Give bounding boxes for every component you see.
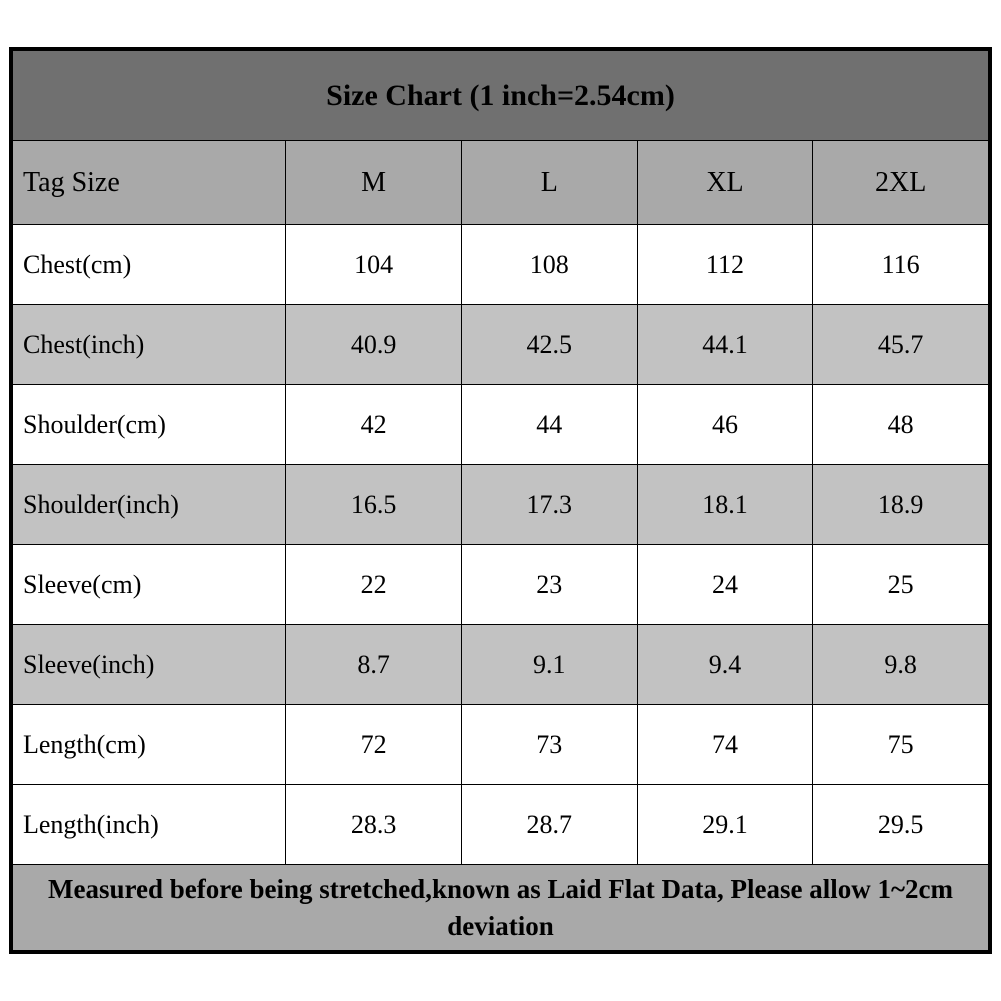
cell-value: 29.1 xyxy=(637,785,813,865)
cell-value: 45.7 xyxy=(813,305,989,385)
row-header-label: Tag Size xyxy=(13,141,286,225)
row-label: Chest(inch) xyxy=(13,305,286,385)
cell-value: 42.5 xyxy=(461,305,637,385)
chart-title: Size Chart (1 inch=2.54cm) xyxy=(13,51,989,141)
cell-value: 44 xyxy=(461,385,637,465)
table-row: Sleeve(inch)8.79.19.49.8 xyxy=(13,625,989,705)
cell-value: 112 xyxy=(637,225,813,305)
footer-row: Measured before being stretched,known as… xyxy=(13,865,989,951)
cell-value: 42 xyxy=(286,385,462,465)
table-row: Sleeve(cm)22232425 xyxy=(13,545,989,625)
table-row: Chest(inch)40.942.544.145.7 xyxy=(13,305,989,385)
size-chart-container: Size Chart (1 inch=2.54cm) Tag Size M L … xyxy=(9,47,992,954)
cell-value: 28.7 xyxy=(461,785,637,865)
cell-value: 28.3 xyxy=(286,785,462,865)
cell-value: 104 xyxy=(286,225,462,305)
cell-value: 46 xyxy=(637,385,813,465)
cell-value: 72 xyxy=(286,705,462,785)
cell-value: 23 xyxy=(461,545,637,625)
table-row: Shoulder(inch)16.517.318.118.9 xyxy=(13,465,989,545)
row-label: Shoulder(cm) xyxy=(13,385,286,465)
cell-value: 24 xyxy=(637,545,813,625)
cell-value: 48 xyxy=(813,385,989,465)
cell-value: 9.1 xyxy=(461,625,637,705)
table-row: Shoulder(cm)42444648 xyxy=(13,385,989,465)
title-row: Size Chart (1 inch=2.54cm) xyxy=(13,51,989,141)
cell-value: 8.7 xyxy=(286,625,462,705)
cell-value: 22 xyxy=(286,545,462,625)
col-header: XL xyxy=(637,141,813,225)
row-label: Length(inch) xyxy=(13,785,286,865)
cell-value: 74 xyxy=(637,705,813,785)
cell-value: 16.5 xyxy=(286,465,462,545)
cell-value: 108 xyxy=(461,225,637,305)
cell-value: 18.1 xyxy=(637,465,813,545)
row-label: Chest(cm) xyxy=(13,225,286,305)
footer-note: Measured before being stretched,known as… xyxy=(13,865,989,951)
cell-value: 9.8 xyxy=(813,625,989,705)
cell-value: 73 xyxy=(461,705,637,785)
cell-value: 18.9 xyxy=(813,465,989,545)
cell-value: 17.3 xyxy=(461,465,637,545)
size-chart-table: Size Chart (1 inch=2.54cm) Tag Size M L … xyxy=(12,50,989,951)
cell-value: 40.9 xyxy=(286,305,462,385)
cell-value: 9.4 xyxy=(637,625,813,705)
col-header: L xyxy=(461,141,637,225)
row-label: Shoulder(inch) xyxy=(13,465,286,545)
col-header: M xyxy=(286,141,462,225)
cell-value: 75 xyxy=(813,705,989,785)
header-row: Tag Size M L XL 2XL xyxy=(13,141,989,225)
row-label: Length(cm) xyxy=(13,705,286,785)
cell-value: 116 xyxy=(813,225,989,305)
col-header: 2XL xyxy=(813,141,989,225)
row-label: Sleeve(inch) xyxy=(13,625,286,705)
table-body: Chest(cm)104108112116Chest(inch)40.942.5… xyxy=(13,225,989,865)
cell-value: 25 xyxy=(813,545,989,625)
cell-value: 29.5 xyxy=(813,785,989,865)
cell-value: 44.1 xyxy=(637,305,813,385)
table-row: Length(inch)28.328.729.129.5 xyxy=(13,785,989,865)
table-row: Chest(cm)104108112116 xyxy=(13,225,989,305)
table-row: Length(cm)72737475 xyxy=(13,705,989,785)
row-label: Sleeve(cm) xyxy=(13,545,286,625)
